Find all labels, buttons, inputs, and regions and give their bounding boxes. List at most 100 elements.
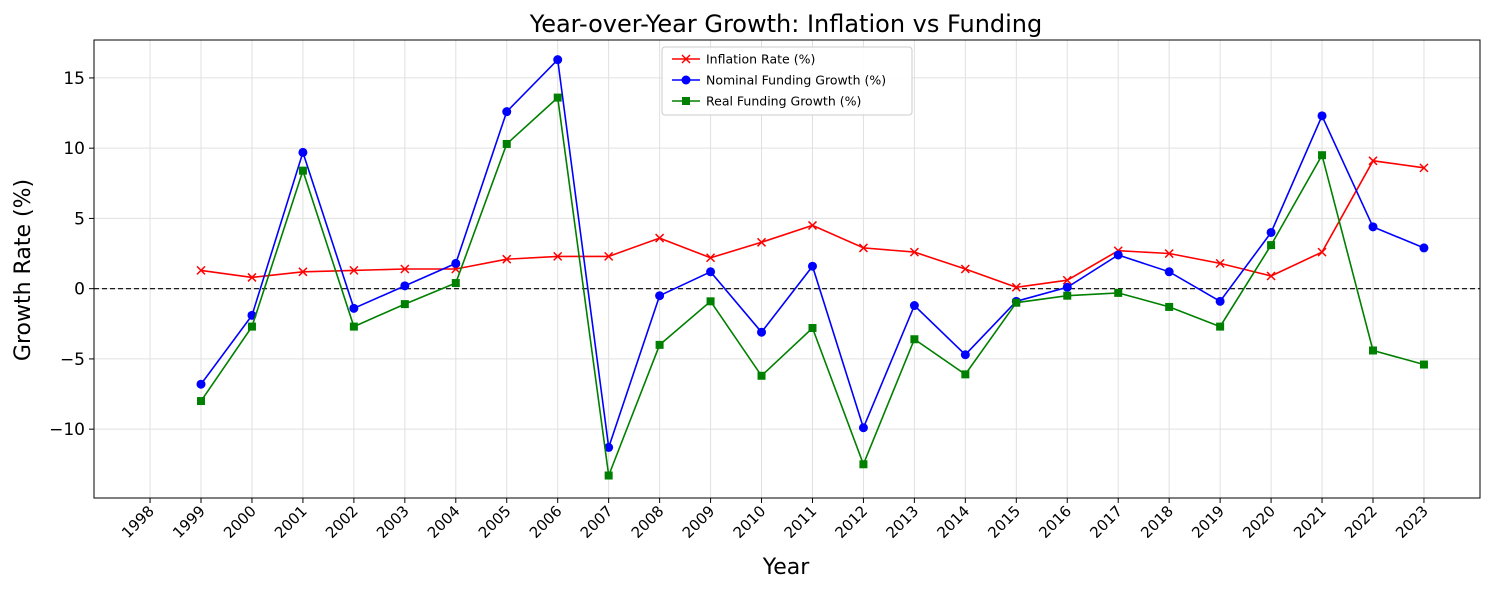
y-axis-label: Growth Rate (%)	[11, 179, 36, 361]
data-point	[197, 397, 206, 406]
marker-stroke	[655, 233, 665, 243]
data-point	[1012, 298, 1021, 307]
data-point	[858, 243, 868, 253]
marker-stroke	[706, 253, 716, 263]
marker-stroke	[756, 237, 767, 247]
marker-stroke	[196, 265, 206, 275]
data-point	[1266, 227, 1276, 237]
data-point	[604, 442, 614, 452]
marker-stroke	[909, 247, 919, 257]
data-point	[1063, 291, 1072, 300]
data-point	[1062, 275, 1072, 285]
data-point	[1368, 222, 1378, 232]
data-point	[808, 324, 817, 333]
series-2	[196, 55, 1429, 452]
data-point	[960, 350, 970, 360]
data-point	[757, 327, 767, 337]
plot-frame	[93, 39, 1481, 499]
marker-stroke	[349, 265, 359, 275]
series-3	[197, 93, 1428, 480]
data-point	[604, 471, 613, 480]
data-point	[1215, 258, 1225, 268]
data-point	[1368, 156, 1378, 166]
data-point	[1317, 247, 1327, 257]
legend-label: Nominal Funding Growth (%)	[706, 73, 886, 88]
data-point	[859, 460, 868, 469]
marker-stroke	[1062, 275, 1072, 285]
data-point	[400, 300, 409, 309]
data-point	[706, 297, 715, 306]
legend-marker	[681, 54, 691, 64]
x-axis-label: Year	[762, 555, 811, 580]
data-point	[807, 220, 818, 230]
legend-label: Inflation Rate (%)	[706, 52, 815, 67]
data-point	[553, 93, 562, 102]
y-tick-label: −10	[49, 420, 85, 440]
data-point	[910, 335, 919, 344]
data-point	[349, 265, 359, 275]
legend-marker	[681, 75, 691, 85]
marker-stroke	[604, 251, 614, 261]
data-point	[909, 301, 919, 311]
marker-stroke	[1215, 258, 1225, 268]
y-tick-label: 0	[74, 280, 85, 300]
marker-stroke	[1419, 163, 1429, 173]
data-point	[706, 253, 716, 263]
marker-stroke	[858, 243, 868, 253]
data-point	[1011, 282, 1021, 292]
data-point	[807, 261, 817, 271]
data-point	[1266, 271, 1276, 281]
data-point	[553, 55, 563, 65]
legend-marker	[682, 97, 690, 105]
data-point	[1419, 243, 1429, 253]
legend: Inflation Rate (%) Nominal Funding Growth…	[661, 46, 913, 116]
marker-stroke	[1266, 271, 1276, 281]
legend-label: Real Funding Growth (%)	[706, 94, 861, 109]
series-layer	[196, 55, 1429, 480]
data-point	[1113, 250, 1123, 260]
data-point	[247, 322, 256, 331]
y-axis-ticks: −10 −5 0 5 10 15	[49, 69, 94, 440]
data-point	[1419, 163, 1429, 173]
legend-item: Inflation Rate (%)	[672, 52, 815, 67]
marker-stroke	[553, 251, 563, 261]
marker-stroke	[1011, 282, 1021, 292]
y-tick-label: 5	[74, 209, 85, 229]
data-point	[909, 247, 919, 257]
data-point	[400, 281, 410, 291]
data-point	[553, 251, 563, 261]
data-point	[1368, 346, 1377, 355]
data-point	[1215, 296, 1225, 306]
data-point	[655, 291, 665, 301]
y-tick-label: 10	[63, 139, 85, 159]
marker-stroke	[400, 264, 410, 274]
data-point	[655, 340, 664, 349]
data-point	[604, 251, 614, 261]
data-point	[1267, 241, 1276, 250]
data-point	[960, 264, 970, 274]
data-point	[400, 264, 410, 274]
data-point	[298, 147, 308, 157]
marker-stroke	[1317, 247, 1327, 257]
data-point	[1216, 322, 1225, 331]
data-point	[706, 267, 716, 277]
marker-stroke	[247, 272, 257, 282]
data-point	[961, 370, 970, 379]
data-point	[655, 233, 665, 243]
legend-box	[661, 46, 913, 116]
data-point	[1114, 288, 1123, 297]
y-tick-label: −5	[60, 350, 85, 370]
data-point	[1164, 249, 1174, 259]
data-point	[1318, 151, 1327, 160]
y-tick-label: 15	[63, 69, 85, 89]
data-point	[858, 423, 868, 433]
data-point	[757, 371, 766, 380]
legend-item: Nominal Funding Growth (%)	[672, 73, 886, 88]
data-point	[502, 139, 511, 148]
data-point	[756, 237, 767, 247]
data-point	[349, 322, 358, 331]
data-point	[247, 272, 257, 282]
data-point	[1165, 302, 1174, 311]
data-point	[196, 379, 206, 389]
